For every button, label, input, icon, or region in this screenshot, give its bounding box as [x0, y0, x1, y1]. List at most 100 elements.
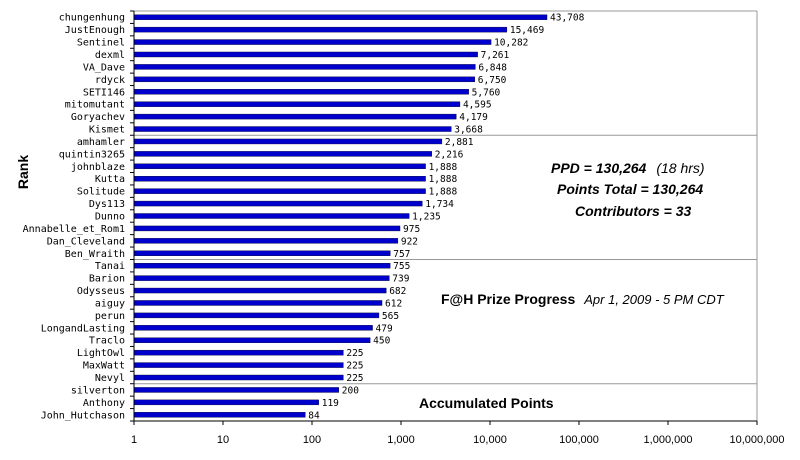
value-label: 1,734 [425, 199, 454, 210]
value-label: 479 [376, 323, 393, 334]
value-label: 1,235 [412, 212, 441, 223]
category-label: perun [95, 311, 125, 322]
category-label: Nevyl [95, 373, 125, 384]
value-label: 2,216 [435, 149, 464, 160]
value-label: 7,261 [481, 50, 510, 61]
category-label: Kismet [89, 125, 125, 136]
category-label: aiguy [95, 298, 125, 309]
category-label: Barion [89, 274, 125, 285]
x-tick-label: 10,000 [473, 434, 507, 446]
bar [133, 387, 339, 393]
x-tick-label: 1,000 [387, 434, 415, 446]
value-label: 2,881 [445, 137, 474, 148]
value-label: 975 [403, 224, 420, 235]
value-label: 612 [385, 298, 402, 309]
value-label: 1,888 [429, 162, 458, 173]
bar [133, 325, 373, 331]
bar [133, 337, 371, 343]
category-label: mitomutant [65, 100, 125, 111]
value-label: 682 [389, 286, 406, 297]
bar [133, 26, 508, 33]
bar [133, 238, 399, 244]
svg-text:F@H Prize Progress Apr 1,: F@H Prize Progress Apr 1, 2009 - 5 PM CD… [441, 291, 725, 308]
bar [133, 225, 401, 232]
category-label: SETI146 [83, 87, 125, 98]
bar [133, 275, 390, 281]
x-tick-label: 100 [303, 434, 321, 446]
accumulated-points-label: Accumulated Points [419, 395, 554, 411]
category-label: Odysseus [77, 286, 125, 297]
category-label: quintin3265 [59, 149, 125, 160]
bar [133, 349, 344, 356]
bar [133, 138, 443, 145]
category-label: Dunno [95, 212, 125, 223]
value-label: 119 [322, 398, 339, 409]
category-label: Ben_Wraith [65, 249, 125, 260]
bar [133, 188, 426, 194]
value-label: 225 [346, 373, 363, 384]
bar [133, 200, 423, 207]
category-label: Anthony [83, 398, 125, 409]
category-label: LongandLasting [41, 323, 125, 334]
bar [133, 300, 383, 306]
value-label: 84 [308, 410, 320, 421]
x-tick-label: 100,000 [559, 434, 599, 446]
points-total-text: Points Total = 130,264 [557, 181, 703, 197]
category-label: dexml [95, 50, 125, 61]
bar [133, 126, 452, 132]
category-label: LightOwl [77, 348, 125, 359]
value-label: 1,888 [429, 187, 458, 198]
svg-text:PPD = 130,264 (18 hrs): PPD = 130,264 (18 hrs) [551, 160, 705, 177]
bar [133, 64, 476, 70]
contributors-text: Contributors = 33 [575, 203, 692, 219]
bar [133, 163, 426, 170]
bar [133, 51, 478, 58]
x-tick-label: 1 [131, 434, 137, 446]
value-label: 1,888 [429, 174, 458, 185]
category-label: Annabelle_et_Rom1 [23, 224, 125, 235]
value-label: 757 [393, 249, 410, 260]
bar [133, 374, 344, 381]
value-label: 10,282 [494, 38, 528, 49]
x-tick-label: 10,000,000 [729, 434, 784, 446]
bar [133, 213, 410, 219]
stats-annotation: PPD = 130,264 (18 hrs) Points Total = 13… [551, 160, 705, 219]
bar [133, 262, 391, 269]
category-label: Dan_Cleveland [47, 236, 125, 247]
category-label: Goryachev [71, 112, 125, 123]
category-label: Dys113 [89, 199, 125, 210]
value-label: 739 [392, 274, 409, 285]
bar [133, 412, 306, 418]
value-label: 15,469 [510, 25, 545, 36]
value-label: 43,708 [550, 13, 585, 24]
plot-area: chungenhung 43,708 JustEnough 15,469 Sentine… [23, 10, 785, 446]
y-axis-label: Rank [15, 155, 31, 189]
bar [133, 151, 432, 157]
value-label: 6,750 [478, 75, 507, 86]
value-label: 922 [401, 236, 418, 247]
bar [133, 101, 461, 107]
bar [133, 312, 380, 319]
bar [133, 14, 548, 20]
value-label: 6,848 [478, 62, 507, 73]
category-label: Kutta [95, 174, 125, 185]
value-label: 4,179 [459, 112, 488, 123]
value-label: 4,595 [463, 100, 492, 111]
category-label: johnblaze [71, 162, 125, 173]
category-label: chungenhung [59, 13, 125, 24]
bar [133, 287, 387, 294]
category-label: JustEnough [65, 25, 125, 36]
value-label: 755 [393, 261, 410, 272]
category-label: amhamler [77, 137, 125, 148]
bar [133, 113, 457, 120]
category-label: Solitude [77, 187, 125, 198]
value-label: 450 [373, 336, 390, 347]
category-label: Traclo [89, 336, 125, 347]
category-label: rdyck [95, 75, 125, 86]
bar [133, 39, 492, 45]
bar [133, 76, 476, 83]
x-tick-label: 10 [217, 434, 229, 446]
category-label: VA_Dave [83, 62, 125, 73]
bar [133, 399, 319, 406]
value-label: 225 [346, 361, 363, 372]
